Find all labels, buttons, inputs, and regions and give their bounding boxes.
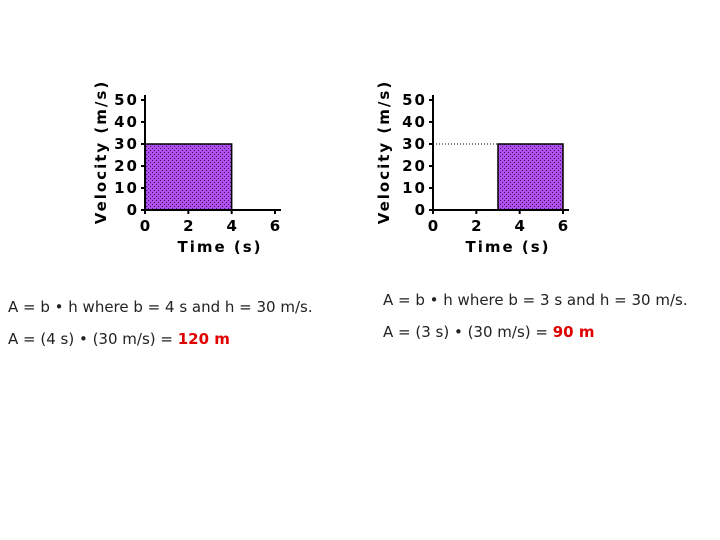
x-tick-label: 6 (558, 217, 570, 235)
x-tick-label: 4 (226, 217, 238, 235)
y-tick-label: 40 (114, 113, 139, 131)
y-axis-title: Velocity (m/s) (92, 80, 110, 224)
x-axis-title: Time (s) (177, 238, 262, 256)
caption-line: A = b • h where b = 4 s and h = 30 m/s. (8, 298, 313, 316)
x-tick-label: 6 (270, 217, 282, 235)
x-tick-label: 0 (428, 217, 440, 235)
area (144, 143, 233, 211)
caption-line: A = b • h where b = 3 s and h = 30 m/s. (383, 291, 688, 309)
caption-result: 120 m (178, 330, 230, 348)
y-tick-label: 50 (114, 91, 139, 109)
y-tick-label: 0 (415, 201, 427, 219)
area (497, 143, 564, 211)
y-tick-label: 20 (402, 157, 427, 175)
y-tick-label: 40 (402, 113, 427, 131)
caption-text: A = (3 s) • (30 m/s) = (383, 323, 553, 341)
x-tick-label: 0 (140, 217, 152, 235)
y-tick-label: 10 (402, 179, 427, 197)
caption-text: A = (4 s) • (30 m/s) = (8, 330, 178, 348)
x-tick-label: 2 (471, 217, 483, 235)
y-tick-label: 50 (402, 91, 427, 109)
y-tick-label: 0 (127, 201, 139, 219)
y-tick-label: 30 (402, 135, 427, 153)
y-axis-title: Velocity (m/s) (375, 80, 393, 224)
caption-result: 90 m (553, 323, 595, 341)
y-tick-label: 20 (114, 157, 139, 175)
x-tick-label: 2 (183, 217, 195, 235)
x-axis-title: Time (s) (465, 238, 550, 256)
x-tick-label: 4 (514, 217, 526, 235)
y-tick-label: 10 (114, 179, 139, 197)
caption-line: A = (4 s) • (30 m/s) = 120 m (8, 330, 230, 348)
caption-line: A = (3 s) • (30 m/s) = 90 m (383, 323, 594, 341)
y-tick-label: 30 (114, 135, 139, 153)
